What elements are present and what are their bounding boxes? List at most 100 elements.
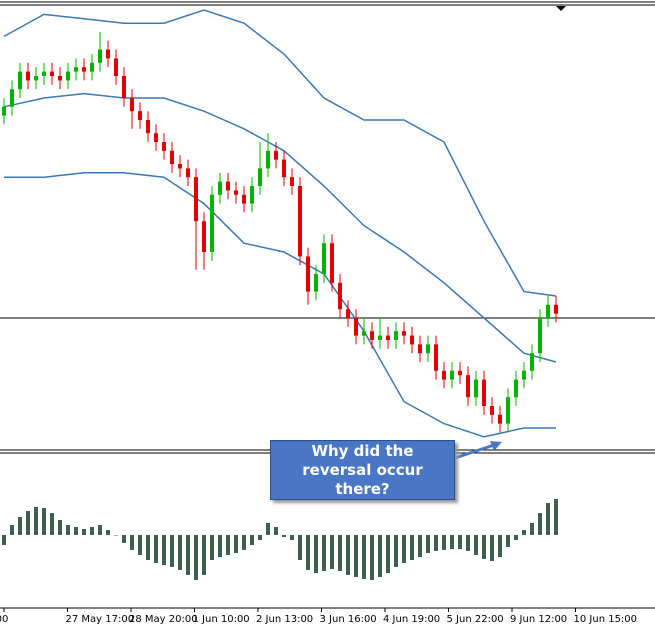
candle-body [242, 194, 246, 204]
x-tick-label: 9 Jun 12:00 [510, 614, 567, 625]
oscillator-bar [282, 535, 286, 537]
candle-body [210, 194, 214, 252]
candle-body [498, 414, 502, 424]
candle-body [58, 76, 62, 81]
oscillator-bar [434, 535, 438, 551]
candle-body [282, 159, 286, 178]
candle-body [538, 318, 542, 354]
oscillator-bar [122, 535, 126, 543]
candle-body [370, 331, 374, 340]
oscillator-bar [362, 535, 366, 579]
candle-body [450, 370, 454, 380]
candle-body [178, 164, 182, 169]
x-tick-label: 3 Jun 16:00 [320, 614, 377, 625]
oscillator-bar [378, 535, 382, 577]
candle-body [378, 335, 382, 340]
oscillator-bar [170, 535, 174, 567]
oscillator-bar [298, 535, 302, 560]
candle-body [74, 67, 78, 72]
candle-body [506, 397, 510, 424]
oscillator-bar [426, 535, 430, 553]
candle-body [386, 335, 390, 340]
oscillator-bar [330, 535, 334, 569]
candle-body [546, 304, 550, 318]
oscillator-bar [258, 535, 262, 540]
oscillator-bar [154, 535, 158, 563]
x-tick-label: 00 [0, 614, 8, 625]
x-tick-label: 1 Jun 10:00 [193, 614, 250, 625]
candle-body [514, 379, 518, 398]
oscillator-bar [106, 530, 110, 535]
candle-body [410, 335, 414, 345]
oscillator-bar [42, 508, 46, 535]
annotation-arrow [454, 442, 498, 460]
oscillator-bar [306, 535, 310, 570]
band-middle [3, 92, 557, 363]
x-tick-label: 28 May 20:00 [129, 614, 198, 625]
candle-body [482, 379, 486, 406]
oscillator-bar [186, 535, 190, 575]
oscillator-bar [458, 535, 462, 549]
oscillator-bar [466, 535, 470, 551]
oscillator-bar [266, 523, 270, 535]
x-tick-label: 5 Jun 22:00 [447, 614, 504, 625]
candle-body [218, 181, 222, 195]
candle-body [306, 256, 310, 292]
candle-body [18, 71, 22, 90]
oscillator-bar [474, 535, 478, 555]
oscillator-bar [18, 517, 22, 535]
oscillator-bar [98, 525, 102, 535]
shift-marker [556, 6, 566, 11]
candle-body [42, 71, 46, 76]
candle-body [50, 71, 54, 76]
candle-body [2, 106, 6, 116]
oscillator-bar [386, 535, 390, 573]
candle-body [162, 142, 166, 151]
oscillator-bar [82, 529, 86, 535]
candle-body [362, 331, 366, 336]
oscillator-bar [210, 535, 214, 560]
candle-body [346, 309, 350, 318]
x-tick-label: 4 Jun 19:00 [383, 614, 440, 625]
oscillator-bar [538, 513, 542, 535]
candle-body [322, 243, 326, 274]
annotation: Why did the reversal occur there? [270, 440, 455, 500]
oscillator-bar [402, 535, 406, 563]
x-tick-label: 2 Jun 13:00 [256, 614, 313, 625]
oscillator-bar [290, 535, 294, 540]
annotation-arrowhead [490, 441, 502, 451]
oscillator-bar [546, 503, 550, 535]
candle-body [82, 67, 86, 72]
candle-body [394, 331, 398, 340]
oscillator-bar [74, 527, 78, 535]
candle-body [290, 177, 294, 186]
candle-body [354, 318, 358, 336]
oscillator-bar [242, 535, 246, 550]
candle-body [130, 98, 134, 112]
oscillator-bar [146, 535, 150, 560]
candle-body [106, 49, 110, 59]
oscillator-bar [66, 525, 70, 535]
oscillator-bar [2, 535, 6, 545]
candle-body [26, 71, 30, 81]
candle-body [434, 344, 438, 371]
candle-body [298, 186, 302, 257]
candle-body [418, 344, 422, 354]
candle-body [66, 71, 70, 81]
candle-body [34, 76, 38, 81]
oscillator-bar [274, 527, 278, 535]
oscillator-bar [482, 535, 486, 559]
oscillator-bar [346, 535, 350, 575]
oscillator-bar [530, 523, 534, 535]
oscillator-bar [162, 535, 166, 565]
candle-body [402, 331, 406, 336]
candle-body [466, 375, 470, 398]
oscillator-bar [498, 535, 502, 557]
oscillator-bar [522, 530, 526, 535]
oscillator-bar [234, 535, 238, 553]
candle-body [266, 150, 270, 169]
x-tick-label: 27 May 17:00 [66, 614, 135, 625]
candle-body [330, 243, 334, 283]
band-lower [4, 172, 556, 438]
candle-body [426, 344, 430, 354]
